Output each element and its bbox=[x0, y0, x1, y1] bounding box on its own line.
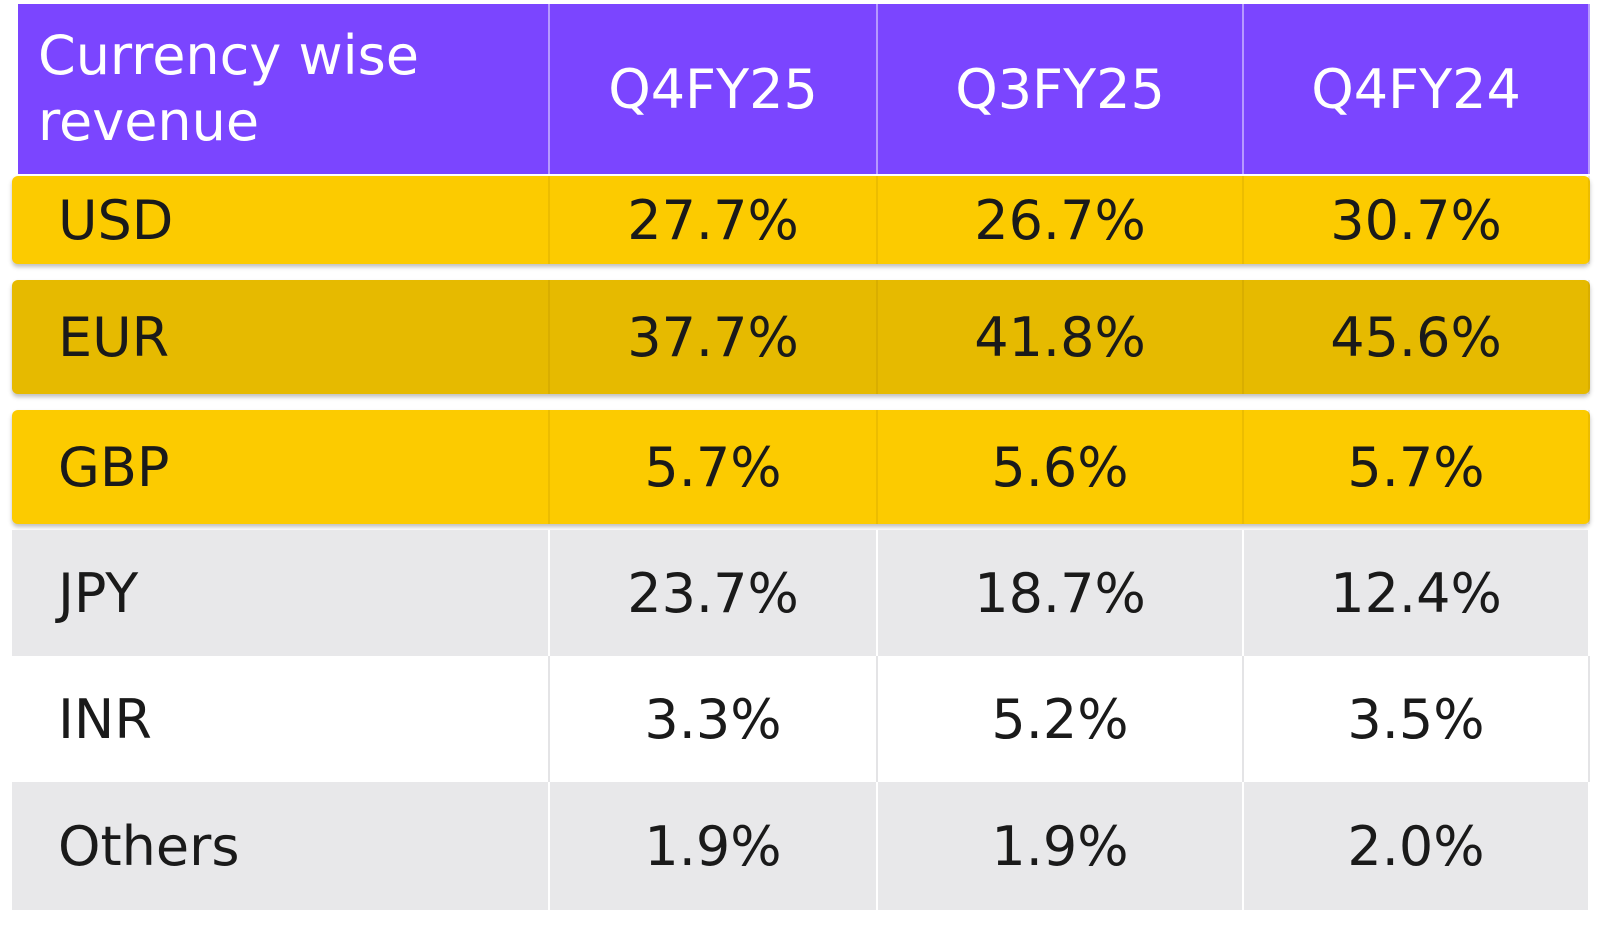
table-row-inr: INR 3.3% 5.2% 3.5% bbox=[12, 656, 1590, 782]
value-cell: 1.9% bbox=[878, 782, 1244, 910]
value-cell: 30.7% bbox=[1244, 176, 1590, 264]
table-title: Currency wise revenue bbox=[38, 24, 419, 153]
value-cell: 3.3% bbox=[550, 656, 878, 782]
table-row-usd: USD 27.7% 26.7% 30.7% bbox=[12, 176, 1590, 264]
currency-cell: USD bbox=[12, 176, 550, 264]
value-cell: 23.7% bbox=[550, 530, 878, 656]
value-cell: 1.9% bbox=[550, 782, 878, 910]
value-cell: 26.7% bbox=[878, 176, 1244, 264]
table-row-jpy: JPY 23.7% 18.7% 12.4% bbox=[12, 530, 1590, 656]
column-header-q3fy25: Q3FY25 bbox=[878, 4, 1244, 174]
value-cell: 5.2% bbox=[878, 656, 1244, 782]
table-row-others: Others 1.9% 1.9% 2.0% bbox=[12, 782, 1590, 910]
value-cell: 27.7% bbox=[550, 176, 878, 264]
value-cell: 5.7% bbox=[1244, 410, 1590, 524]
value-cell: 37.7% bbox=[550, 280, 878, 394]
value-cell: 41.8% bbox=[878, 280, 1244, 394]
currency-cell: Others bbox=[12, 782, 550, 910]
column-header-q4fy25: Q4FY25 bbox=[550, 4, 878, 174]
table-row-gbp: GBP 5.7% 5.6% 5.7% bbox=[12, 410, 1590, 524]
currency-cell: GBP bbox=[12, 410, 550, 524]
table-header-row: Currency wise revenue Q4FY25 Q3FY25 Q4FY… bbox=[18, 4, 1590, 174]
value-cell: 3.5% bbox=[1244, 656, 1590, 782]
value-cell: 2.0% bbox=[1244, 782, 1590, 910]
header-label-cell: Currency wise revenue bbox=[18, 4, 550, 174]
currency-cell: INR bbox=[12, 656, 550, 782]
value-cell: 18.7% bbox=[878, 530, 1244, 656]
value-cell: 5.7% bbox=[550, 410, 878, 524]
table-row-eur: EUR 37.7% 41.8% 45.6% bbox=[12, 280, 1590, 394]
currency-cell: JPY bbox=[12, 530, 550, 656]
currency-revenue-table: Currency wise revenue Q4FY25 Q3FY25 Q4FY… bbox=[12, 4, 1590, 910]
value-cell: 12.4% bbox=[1244, 530, 1590, 656]
value-cell: 5.6% bbox=[878, 410, 1244, 524]
column-header-q4fy24: Q4FY24 bbox=[1244, 4, 1590, 174]
value-cell: 45.6% bbox=[1244, 280, 1590, 394]
currency-cell: EUR bbox=[12, 280, 550, 394]
